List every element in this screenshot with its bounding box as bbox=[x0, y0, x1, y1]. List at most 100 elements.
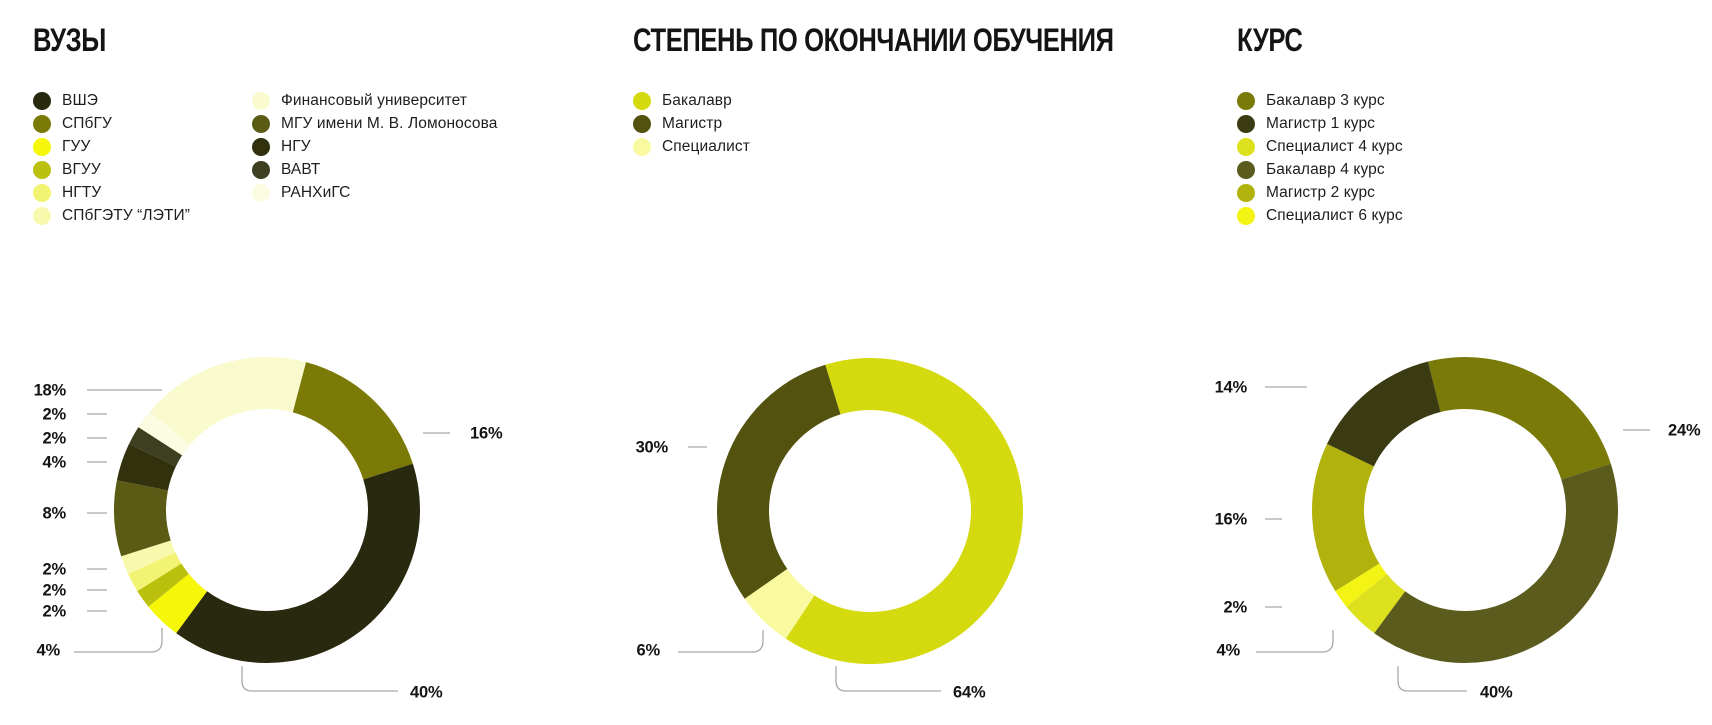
legend-dot-icon bbox=[252, 184, 270, 202]
legend-item: Магистр 2 курс bbox=[1237, 184, 1403, 202]
legend-degree: Бакалавр Магистр Специалист bbox=[633, 92, 750, 161]
legend-column: Финансовый университет МГУ имени М. В. Ло… bbox=[252, 92, 497, 230]
percent-label: 2% bbox=[1224, 599, 1248, 617]
legend-item: РАНХиГС bbox=[252, 184, 497, 202]
donut-slice bbox=[121, 540, 176, 575]
legend-label: Финансовый университет bbox=[281, 92, 468, 109]
legend-dot-icon bbox=[252, 115, 270, 133]
donut-slice bbox=[717, 364, 841, 599]
legend-label: ВГУУ bbox=[62, 161, 101, 178]
legend-label: Бакалавр bbox=[662, 92, 732, 109]
legend-item: ВШЭ bbox=[33, 92, 234, 110]
percent-label: 30% bbox=[636, 439, 669, 457]
donut-slice bbox=[1311, 443, 1380, 592]
legend-item: Бакалавр 3 курс bbox=[1237, 92, 1403, 110]
donut-slice bbox=[129, 427, 183, 467]
legend-item: МГУ имени М. В. Ломоносова bbox=[252, 115, 497, 133]
legend-dot-icon bbox=[33, 138, 51, 156]
chart-title-course: КУРС bbox=[1237, 22, 1303, 58]
legend-dot-icon bbox=[633, 115, 651, 133]
percent-label: 64% bbox=[953, 684, 986, 702]
donut-slice bbox=[116, 443, 176, 491]
legend-column: Бакалавр Магистр Специалист bbox=[633, 92, 750, 161]
legend-label: Бакалавр 3 курс bbox=[1266, 92, 1385, 109]
donut-slice bbox=[1427, 356, 1611, 480]
legend-dot-icon bbox=[33, 184, 51, 202]
legend-dot-icon bbox=[33, 207, 51, 225]
legend-item: СПбГУ bbox=[33, 115, 234, 133]
callout-leader-line bbox=[1256, 630, 1334, 653]
legend-item: Специалист bbox=[633, 138, 750, 156]
callout-leader-line bbox=[74, 628, 163, 653]
percent-label: 24% bbox=[1668, 422, 1701, 440]
legend-label: Магистр bbox=[662, 115, 723, 132]
legend-dot-icon bbox=[1237, 92, 1255, 110]
legend-item: ГУУ bbox=[33, 138, 234, 156]
legend-label: ВШЭ bbox=[62, 92, 98, 109]
legend-column: ВШЭ СПбГУ ГУУ ВГУУ НГТУ СПбГЭТУ “ЛЭТИ” bbox=[33, 92, 234, 230]
legend-item: Специалист 6 курс bbox=[1237, 207, 1403, 225]
legend-label: РАНХиГС bbox=[281, 184, 351, 201]
donut-slice bbox=[1346, 573, 1406, 634]
donut-slice bbox=[138, 411, 190, 456]
legend-dot-icon bbox=[33, 92, 51, 110]
legend-label: НГУ bbox=[281, 138, 311, 155]
donut-slice bbox=[1374, 463, 1619, 663]
donut-slice bbox=[113, 480, 171, 557]
legend-dot-icon bbox=[633, 92, 651, 110]
legend-label: НГТУ bbox=[62, 184, 102, 201]
percent-label: 16% bbox=[1215, 511, 1248, 529]
percent-label: 8% bbox=[43, 505, 67, 523]
percent-label: 2% bbox=[43, 582, 67, 600]
legend-dot-icon bbox=[1237, 161, 1255, 179]
legend-dot-icon bbox=[252, 138, 270, 156]
legend-item: Бакалавр 4 курс bbox=[1237, 161, 1403, 179]
legend-dot-icon bbox=[33, 115, 51, 133]
legend-item: СПбГЭТУ “ЛЭТИ” bbox=[33, 207, 234, 225]
callout-leader-line bbox=[678, 630, 764, 653]
donut-slice bbox=[1327, 361, 1441, 467]
legend-dot-icon bbox=[1237, 115, 1255, 133]
percent-label: 40% bbox=[410, 684, 443, 702]
legend-label: СПбГЭТУ “ЛЭТИ” bbox=[62, 207, 191, 224]
legend-item: ВАВТ bbox=[252, 161, 497, 179]
percent-label: 2% bbox=[43, 603, 67, 621]
percent-label: 4% bbox=[37, 642, 61, 660]
legend-label: ВАВТ bbox=[281, 161, 321, 178]
legend-dot-icon bbox=[252, 161, 270, 179]
callout-leader-line bbox=[241, 666, 398, 692]
chart-title-degree: СТЕПЕНЬ ПО ОКОНЧАНИИ ОБУЧЕНИЯ bbox=[633, 22, 1114, 58]
legend-column: Бакалавр 3 курс Магистр 1 курс Специалист … bbox=[1237, 92, 1403, 230]
legend-label: Магистр 2 курс bbox=[1266, 184, 1376, 201]
legend-item: Магистр 1 курс bbox=[1237, 115, 1403, 133]
legend-item: Бакалавр bbox=[633, 92, 750, 110]
legend-label: Специалист bbox=[662, 138, 750, 155]
legend-dot-icon bbox=[633, 138, 651, 156]
legend-item: НГТУ bbox=[33, 184, 234, 202]
donut-slice bbox=[128, 552, 182, 592]
percent-label: 4% bbox=[1217, 642, 1241, 660]
legend-item: Магистр bbox=[633, 115, 750, 133]
donut-slice bbox=[785, 358, 1024, 665]
legend-label: СПбГУ bbox=[62, 115, 112, 132]
percent-label: 14% bbox=[1215, 379, 1248, 397]
legend-label: МГУ имени М. В. Ломоносова bbox=[281, 115, 498, 132]
percent-label: 18% bbox=[34, 382, 67, 400]
legend-dot-icon bbox=[1237, 184, 1255, 202]
legend-dot-icon bbox=[1237, 138, 1255, 156]
donut-slice bbox=[176, 463, 421, 663]
chart-title-universities: ВУЗЫ bbox=[33, 22, 106, 58]
legend-item: Специалист 4 курс bbox=[1237, 138, 1403, 156]
legend-item: НГУ bbox=[252, 138, 497, 156]
donut-slice bbox=[137, 563, 189, 607]
legend-dot-icon bbox=[1237, 207, 1255, 225]
legend-course: Бакалавр 3 курс Магистр 1 курс Специалист … bbox=[1237, 92, 1403, 230]
donut-slice bbox=[292, 362, 413, 480]
callout-leader-line bbox=[1397, 666, 1467, 692]
legend-label: Магистр 1 курс bbox=[1266, 115, 1376, 132]
legend-label: Бакалавр 4 курс bbox=[1266, 161, 1385, 178]
legend-label: Специалист 6 курс bbox=[1266, 207, 1403, 224]
donut-slice bbox=[744, 568, 815, 639]
legend-dot-icon bbox=[33, 161, 51, 179]
